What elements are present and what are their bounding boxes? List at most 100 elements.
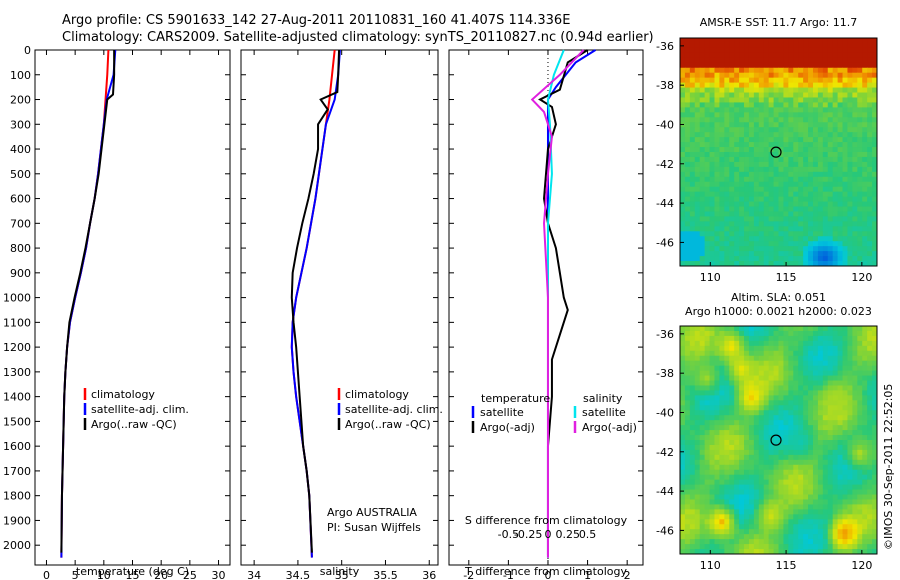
heatmap-cell	[837, 171, 844, 178]
heatmap-cell	[709, 47, 716, 54]
heatmap-cell	[739, 489, 745, 496]
heatmap-cell	[788, 82, 794, 89]
heatmap-cell	[763, 335, 770, 342]
heatmap-cell	[719, 142, 725, 148]
heatmap-cell	[808, 147, 814, 153]
heatmap-cell	[783, 181, 789, 188]
heatmap-cell	[719, 147, 725, 153]
heatmap-cell	[719, 67, 725, 74]
heatmap-cell	[680, 77, 686, 84]
heatmap-cell	[684, 97, 691, 104]
heatmap-cell	[827, 489, 834, 496]
heatmap-cell	[684, 380, 691, 387]
y-tick-label: -46	[656, 236, 674, 249]
heatmap-cell	[694, 534, 701, 540]
heatmap-cell	[719, 355, 725, 362]
heatmap-cell	[832, 519, 839, 525]
heatmap-cell	[808, 246, 814, 252]
heatmap-cell	[684, 137, 691, 143]
heatmap-cell	[758, 355, 765, 362]
heatmap-cell	[689, 261, 696, 266]
heatmap-cell	[714, 62, 720, 69]
heatmap-cell	[832, 440, 839, 446]
heatmap-cell	[739, 499, 745, 506]
heatmap-cell	[704, 216, 711, 222]
heatmap-cell	[744, 335, 750, 342]
heatmap-cell	[773, 256, 780, 262]
heatmap-cell	[734, 479, 740, 486]
heatmap-cell	[867, 375, 873, 382]
heatmap-cell	[847, 107, 853, 113]
heatmap-cell	[744, 380, 750, 387]
heatmap-cell	[699, 176, 706, 183]
heatmap-cell	[773, 201, 780, 208]
heatmap-cell	[842, 256, 849, 262]
heatmap-cell	[773, 137, 780, 143]
heatmap-cell	[857, 97, 863, 104]
heatmap-cell	[778, 494, 785, 501]
heatmap-cell	[714, 454, 720, 461]
heatmap-cell	[788, 107, 794, 113]
heatmap-cell	[748, 82, 755, 89]
heatmap-cell	[793, 147, 799, 153]
heatmap-cell	[867, 102, 873, 108]
heatmap-cell	[753, 261, 760, 266]
heatmap-cell	[812, 509, 819, 515]
heatmap-cell	[822, 519, 829, 525]
x-tick-label: 120	[851, 559, 872, 572]
heatmap-cell	[689, 92, 696, 99]
heatmap-cell	[739, 504, 745, 510]
heatmap-cell	[684, 117, 691, 123]
heatmap-cell	[709, 102, 716, 108]
heatmap-cell	[709, 211, 716, 218]
heatmap-cell	[734, 161, 740, 168]
heatmap-cell	[739, 330, 745, 337]
heatmap-cell	[822, 152, 829, 158]
heatmap-cell	[744, 246, 750, 252]
heatmap-cell	[793, 539, 799, 545]
heatmap-cell	[827, 122, 834, 128]
heatmap-cell	[793, 544, 799, 550]
heatmap-cell	[812, 370, 819, 377]
heatmap-cell	[783, 82, 789, 89]
heatmap-cell	[827, 499, 834, 506]
heatmap-cell	[812, 132, 819, 138]
heatmap-cell	[783, 147, 789, 153]
heatmap-cell	[798, 454, 804, 461]
heatmap-cell	[817, 226, 824, 232]
heatmap-cell	[783, 430, 789, 436]
heatmap-cell	[748, 504, 755, 510]
heatmap-cell	[842, 47, 849, 54]
heatmap-cell	[709, 549, 716, 554]
heatmap-cell	[832, 107, 839, 113]
heatmap-cell	[867, 534, 873, 540]
heatmap-cell	[709, 92, 716, 99]
heatmap-cell	[867, 479, 873, 486]
heatmap-cell	[867, 370, 873, 377]
heatmap-cell	[822, 156, 829, 163]
heatmap-cell	[793, 127, 799, 133]
heatmap-cell	[872, 256, 877, 262]
heatmap-cell	[808, 142, 814, 148]
heatmap-cell	[837, 62, 844, 69]
heatmap-cell	[837, 166, 844, 173]
heatmap-cell	[689, 102, 696, 108]
heatmap-cell	[704, 191, 711, 198]
heatmap-cell	[729, 385, 735, 392]
heatmap-cell	[817, 186, 824, 193]
heatmap-cell	[822, 340, 829, 347]
heatmap-cell	[837, 161, 844, 168]
heatmap-cell	[680, 142, 686, 148]
heatmap-cell	[704, 350, 711, 357]
heatmap-cell	[704, 236, 711, 242]
heatmap-cell	[798, 415, 804, 421]
heatmap-cell	[803, 137, 809, 143]
heatmap-cell	[694, 236, 701, 242]
heatmap-cell	[704, 176, 711, 183]
heatmap-cell	[788, 251, 794, 257]
heatmap-cell	[822, 380, 829, 387]
heatmap-cell	[729, 97, 735, 104]
heatmap-cell	[842, 122, 849, 128]
heatmap-cell	[827, 484, 834, 491]
heatmap-cell	[719, 539, 725, 545]
